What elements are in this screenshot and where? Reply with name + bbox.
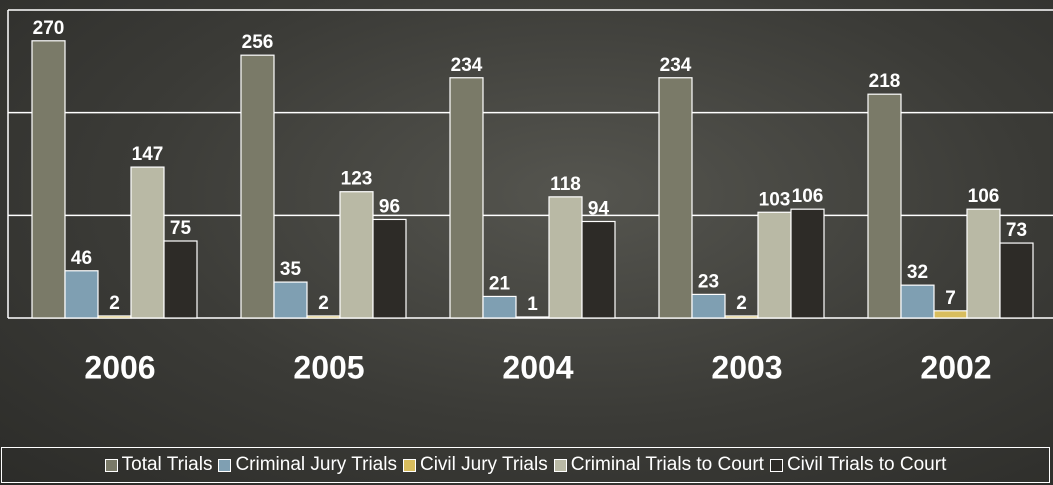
bar <box>549 197 582 318</box>
legend-item: Total Trials <box>105 454 213 476</box>
data-label: 118 <box>550 174 581 195</box>
x-tick-label: 2004 <box>502 349 573 385</box>
bar <box>692 294 725 318</box>
legend-label: Criminal Jury Trials <box>235 454 397 476</box>
bar <box>340 192 373 318</box>
bar <box>582 221 615 318</box>
legend-swatch <box>105 459 118 472</box>
bar <box>65 271 98 318</box>
x-tick-label: 2005 <box>293 349 364 385</box>
bar <box>450 78 483 318</box>
legend-swatch <box>554 459 567 472</box>
chart: 2006270462147752005256352123962004234211… <box>0 0 1053 445</box>
legend-label: Criminal Trials to Court <box>571 454 764 476</box>
data-label: 2 <box>109 293 120 314</box>
data-label: 46 <box>71 248 92 269</box>
data-label: 32 <box>907 262 928 283</box>
data-label: 2 <box>736 293 747 314</box>
legend-swatch <box>770 459 783 472</box>
bar <box>164 241 197 318</box>
data-label: 234 <box>451 55 483 76</box>
legend-item: Civil Jury Trials <box>403 454 548 476</box>
bar <box>131 167 164 318</box>
bar <box>516 317 549 318</box>
bar <box>373 219 406 318</box>
data-label: 218 <box>869 71 901 92</box>
data-label: 256 <box>242 32 274 53</box>
data-label: 23 <box>698 271 719 292</box>
legend-item: Criminal Jury Trials <box>218 454 397 476</box>
bar <box>98 316 131 318</box>
data-label: 75 <box>170 218 192 239</box>
data-label: 1 <box>527 294 538 315</box>
data-label: 21 <box>489 273 511 294</box>
legend-item: Criminal Trials to Court <box>554 454 764 476</box>
bar <box>868 94 901 318</box>
bar <box>241 55 274 318</box>
bar <box>32 41 65 318</box>
legend: Total Trials Criminal Jury Trials Civil Ju… <box>1 447 1050 483</box>
data-label: 7 <box>945 288 956 309</box>
page: {"chart_data": {"type": "bar", "categori… <box>0 0 1053 485</box>
legend-swatch <box>403 459 416 472</box>
legend-item: Civil Trials to Court <box>770 454 946 476</box>
data-label: 96 <box>379 196 400 217</box>
data-label: 73 <box>1006 220 1027 241</box>
bar <box>1000 243 1033 318</box>
data-label: 2 <box>318 293 329 314</box>
bar <box>934 311 967 318</box>
bar <box>274 282 307 318</box>
data-label: 94 <box>588 199 610 220</box>
bar <box>758 212 791 318</box>
bar <box>659 78 692 318</box>
bar <box>483 296 516 318</box>
bar <box>307 316 340 318</box>
legend-label: Total Trials <box>122 454 213 476</box>
data-label: 106 <box>792 186 824 207</box>
data-label: 270 <box>33 18 65 39</box>
bar <box>967 209 1000 318</box>
data-label: 103 <box>759 189 791 210</box>
x-tick-label: 2002 <box>920 349 991 385</box>
data-label: 106 <box>968 186 1000 207</box>
bar <box>901 285 934 318</box>
x-tick-label: 2003 <box>711 349 782 385</box>
bar <box>725 316 758 318</box>
data-label: 234 <box>660 55 692 76</box>
legend-swatch <box>218 459 231 472</box>
data-label: 35 <box>280 259 302 280</box>
bar <box>791 209 824 318</box>
legend-label: Civil Trials to Court <box>787 454 946 476</box>
data-label: 123 <box>341 169 373 190</box>
data-label: 147 <box>132 144 164 165</box>
x-tick-label: 2006 <box>84 349 155 385</box>
legend-label: Civil Jury Trials <box>420 454 548 476</box>
